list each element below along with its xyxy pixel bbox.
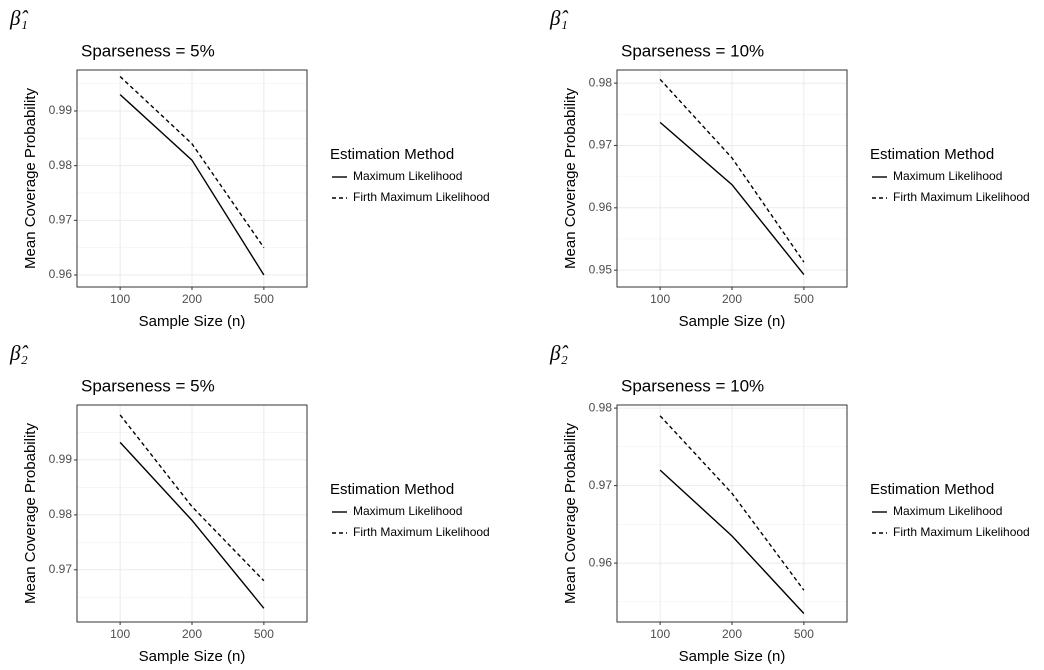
series-line xyxy=(659,78,805,263)
x-tick-label: 200 xyxy=(722,292,742,306)
legend-label: Firth Maximum Likelihood xyxy=(353,525,490,539)
panel-label: β̂₁ xyxy=(9,6,28,30)
legend-title: Estimation Method xyxy=(870,146,994,163)
y-tick-label: 0.98 xyxy=(589,75,613,89)
y-tick-label: 0.97 xyxy=(49,562,73,576)
plot-border xyxy=(76,69,308,288)
x-tick-label: 200 xyxy=(722,627,742,641)
x-tick-label: 100 xyxy=(110,627,130,641)
plot-border xyxy=(76,404,308,623)
y-tick-label: 0.95 xyxy=(589,262,613,276)
panel-label: β̂₂ xyxy=(9,341,28,365)
series-line xyxy=(659,415,805,591)
y-axis-label: Mean Coverage Probability xyxy=(22,88,39,269)
legend-title: Estimation Method xyxy=(330,481,454,498)
x-tick-label: 100 xyxy=(110,292,130,306)
y-tick-label: 0.96 xyxy=(49,267,73,281)
x-tick-label: 500 xyxy=(254,292,274,306)
legend-label: Maximum Likelihood xyxy=(353,169,462,183)
series-line xyxy=(659,469,805,614)
x-axis-label: Sample Size (n) xyxy=(139,313,246,330)
y-tick-label: 0.98 xyxy=(49,158,73,172)
legend-title: Estimation Method xyxy=(870,481,994,498)
x-tick-label: 200 xyxy=(182,292,202,306)
y-tick-label: 0.99 xyxy=(49,103,73,117)
y-axis-label: Mean Coverage Probability xyxy=(22,423,39,604)
x-tick-label: 500 xyxy=(794,627,814,641)
y-axis-label: Mean Coverage Probability xyxy=(562,88,579,269)
y-tick-label: 0.98 xyxy=(49,507,73,521)
series-line xyxy=(119,76,265,249)
panel-label: β̂₁ xyxy=(549,6,568,30)
y-tick-label: 0.98 xyxy=(589,400,613,414)
series-line xyxy=(119,94,265,276)
legend-label: Maximum Likelihood xyxy=(893,169,1002,183)
x-tick-label: 100 xyxy=(650,627,670,641)
y-axis-label: Mean Coverage Probability xyxy=(562,423,579,604)
series-line xyxy=(659,121,805,275)
x-axis-label: Sample Size (n) xyxy=(679,313,786,330)
chart-title: Sparseness = 5% xyxy=(81,41,215,60)
x-tick-label: 200 xyxy=(182,627,202,641)
x-axis-label: Sample Size (n) xyxy=(139,648,246,665)
x-axis-label: Sample Size (n) xyxy=(679,648,786,665)
legend-label: Maximum Likelihood xyxy=(893,504,1002,518)
x-tick-label: 100 xyxy=(650,292,670,306)
y-tick-label: 0.97 xyxy=(589,478,613,492)
chart-title: Sparseness = 5% xyxy=(81,376,215,395)
x-tick-label: 500 xyxy=(794,292,814,306)
series-line xyxy=(119,414,265,582)
plot-border xyxy=(616,404,848,623)
legend-title: Estimation Method xyxy=(330,146,454,163)
panel-label: β̂₂ xyxy=(549,341,568,365)
chart-title: Sparseness = 10% xyxy=(621,41,764,60)
legend-label: Firth Maximum Likelihood xyxy=(893,525,1030,539)
x-tick-label: 500 xyxy=(254,627,274,641)
series-line xyxy=(119,441,265,609)
plot-border xyxy=(616,69,848,288)
legend-label: Firth Maximum Likelihood xyxy=(353,190,490,204)
legend-label: Maximum Likelihood xyxy=(353,504,462,518)
y-tick-label: 0.99 xyxy=(49,452,73,466)
y-tick-label: 0.96 xyxy=(589,555,613,569)
y-tick-label: 0.97 xyxy=(49,212,73,226)
chart-title: Sparseness = 10% xyxy=(621,376,764,395)
legend-label: Firth Maximum Likelihood xyxy=(893,190,1030,204)
y-tick-label: 0.97 xyxy=(589,138,613,152)
y-tick-label: 0.96 xyxy=(589,200,613,214)
